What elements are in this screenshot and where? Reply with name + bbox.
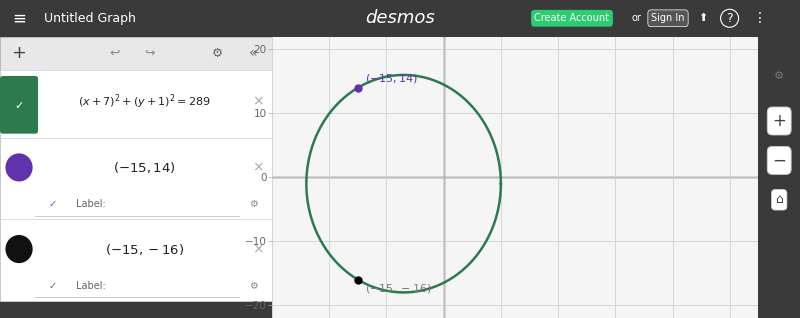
Text: $(-15,-16)$: $(-15,-16)$ (105, 242, 184, 257)
Text: Create Account: Create Account (534, 13, 610, 23)
Text: ≡: ≡ (12, 9, 26, 27)
Text: ⚙: ⚙ (212, 47, 223, 60)
Text: ×: × (253, 161, 264, 175)
Text: ×: × (253, 242, 264, 256)
Text: $(-15, 14)$: $(-15, 14)$ (365, 72, 418, 85)
Text: Sign In: Sign In (651, 13, 685, 23)
Text: ✓: ✓ (49, 281, 57, 291)
Text: ✓: ✓ (49, 199, 57, 209)
Text: ✓: ✓ (14, 100, 24, 111)
Text: −: − (772, 151, 786, 169)
Text: or: or (631, 13, 641, 23)
Text: ↩: ↩ (109, 47, 119, 60)
Bar (0, 219, 272, 301)
Text: ?: ? (726, 12, 733, 25)
Text: ↪: ↪ (144, 47, 155, 60)
Text: ×: × (253, 94, 264, 108)
Bar (0, 138, 272, 219)
Text: ⚙: ⚙ (249, 281, 258, 291)
Text: Untitled Graph: Untitled Graph (44, 12, 136, 25)
Text: Label:: Label: (76, 281, 106, 291)
Circle shape (6, 153, 33, 182)
Text: desmos: desmos (365, 9, 435, 27)
Circle shape (6, 235, 33, 263)
Text: «: « (249, 46, 258, 60)
Text: +: + (11, 45, 26, 62)
Text: ⋮: ⋮ (753, 11, 767, 25)
Text: ⌂: ⌂ (775, 193, 783, 206)
Text: Label:: Label: (76, 199, 106, 209)
Text: $(-15,14)$: $(-15,14)$ (113, 160, 175, 175)
Text: $(x + 7)^2 + (y + 1)^2 = 289$: $(x + 7)^2 + (y + 1)^2 = 289$ (78, 92, 210, 111)
Text: ⚙: ⚙ (249, 199, 258, 209)
Text: ⚙: ⚙ (774, 71, 784, 81)
Text: +: + (772, 112, 786, 130)
Text: $(-15, -16)$: $(-15, -16)$ (365, 282, 431, 295)
Bar (0, 37, 272, 70)
FancyBboxPatch shape (0, 76, 38, 134)
Bar (0, 70, 272, 138)
Text: ⬆: ⬆ (698, 13, 707, 23)
